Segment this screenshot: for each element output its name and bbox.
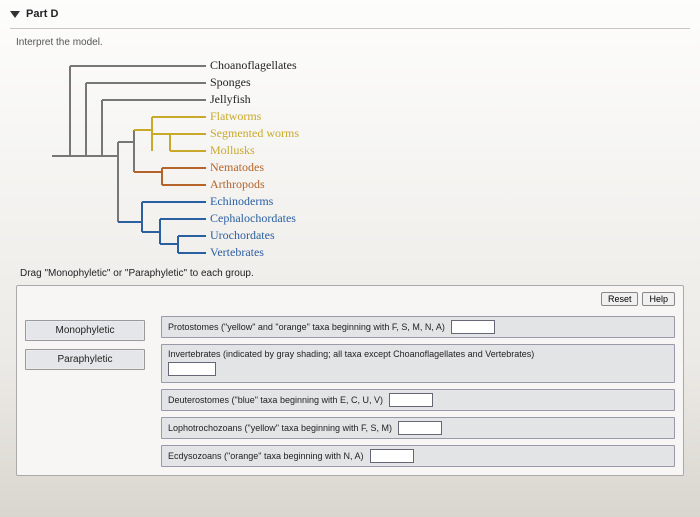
content: Interpret the model. [10,28,690,482]
chip-paraphyletic[interactable]: Paraphyletic [25,349,145,370]
taxon-label: Cephalochordates [210,211,296,226]
taxon-label: Vertebrates [210,245,264,260]
work-area: Monophyletic Paraphyletic Protostomes ("… [25,316,675,467]
target-deuterostomes: Deuterostomes ("blue" taxa beginning wit… [161,389,675,411]
target-ecdysozoans: Ecdysozoans ("orange" taxa beginning wit… [161,445,675,467]
part-label: Part D [26,8,58,20]
drag-panel: Reset Help Monophyletic Paraphyletic Pro… [16,285,684,476]
drop-slot[interactable] [168,362,216,376]
phylogenetic-tree: Choanoflagellates Sponges Jellyfish Flatwor… [52,52,472,262]
reset-button[interactable]: Reset [601,292,639,306]
chip-tray: Monophyletic Paraphyletic [25,316,145,467]
taxon-label: Urochordates [210,228,275,243]
part-header[interactable]: Part D [10,6,690,28]
target-protostomes: Protostomes ("yellow" and "orange" taxa … [161,316,675,338]
taxon-label: Sponges [210,75,251,90]
target-label: Invertebrates (indicated by gray shading… [168,349,534,359]
target-invertebrates: Invertebrates (indicated by gray shading… [161,344,675,383]
taxon-label: Choanoflagellates [210,58,297,73]
taxon-label: Jellyfish [210,92,251,107]
taxon-label: Arthropods [210,177,265,192]
drop-slot[interactable] [451,320,495,334]
target-lophotrochozoans: Lophotrochozoans ("yellow" taxa beginnin… [161,417,675,439]
drop-targets: Protostomes ("yellow" and "orange" taxa … [161,316,675,467]
panel-tools: Reset Help [601,292,675,306]
help-button[interactable]: Help [642,292,675,306]
taxon-label: Nematodes [210,160,264,175]
target-label: Deuterostomes ("blue" taxa beginning wit… [168,395,383,405]
drop-slot[interactable] [398,421,442,435]
taxon-label: Mollusks [210,143,255,158]
drop-slot[interactable] [370,449,414,463]
target-label: Ecdysozoans ("orange" taxa beginning wit… [168,451,364,461]
drag-instruction: Drag "Monophyletic" or "Paraphyletic" to… [20,268,684,279]
chip-monophyletic[interactable]: Monophyletic [25,320,145,341]
drop-slot[interactable] [389,393,433,407]
page: Part D Interpret the model. [0,0,700,517]
taxon-label: Echinoderms [210,194,273,209]
collapse-icon [10,11,20,18]
target-label: Protostomes ("yellow" and "orange" taxa … [168,322,445,332]
instruction-text: Interpret the model. [16,37,684,48]
target-label: Lophotrochozoans ("yellow" taxa beginnin… [168,423,392,433]
taxon-label: Segmented worms [210,126,299,141]
taxon-label: Flatworms [210,109,261,124]
